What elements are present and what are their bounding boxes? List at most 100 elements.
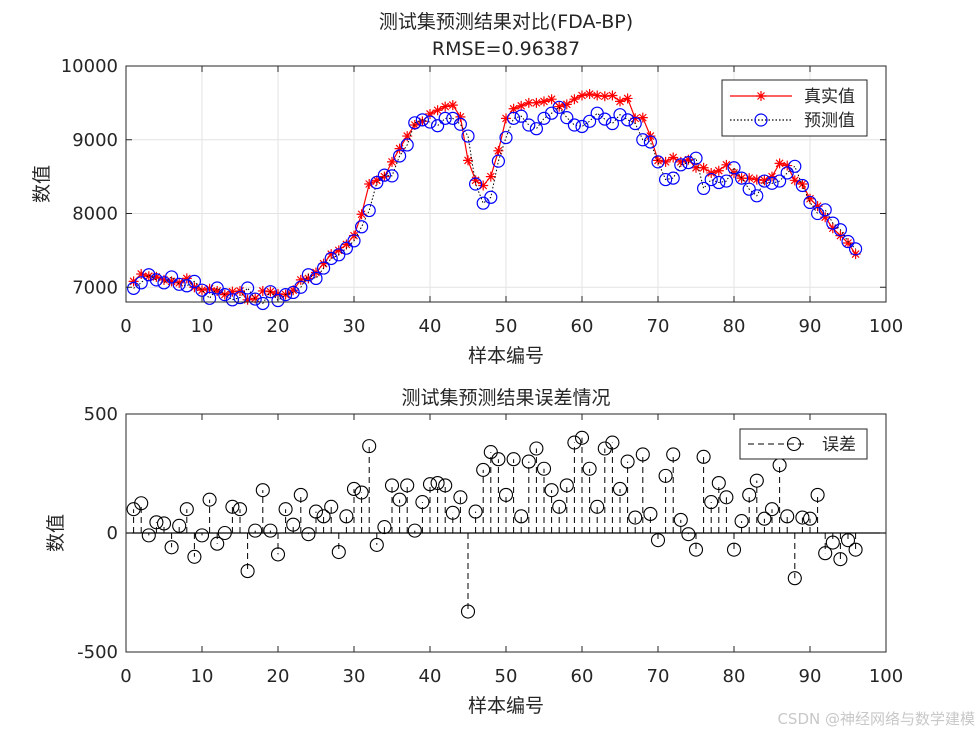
actual-marker	[607, 90, 618, 101]
x-tick-label: 30	[343, 316, 366, 337]
prediction-marker	[317, 261, 331, 275]
prediction-marker	[210, 281, 224, 295]
prediction-marker	[355, 220, 369, 234]
prediction-marker	[461, 129, 475, 143]
x-tick-label: 90	[799, 316, 822, 337]
prediction-marker	[279, 288, 293, 302]
x-tick-label: 60	[571, 666, 594, 687]
prediction-marker	[750, 189, 764, 203]
error-marker	[658, 468, 673, 483]
error-marker	[339, 509, 354, 524]
y-axis-label: 数值	[45, 514, 67, 552]
bottom-chart: 0 10 20 30 40 50 60 70 80 90 100-5000500测试集预测结果误差情…	[45, 387, 903, 717]
actual-marker	[151, 271, 162, 282]
actual-marker	[212, 285, 223, 296]
actual-marker	[523, 97, 534, 108]
error-marker	[210, 536, 225, 551]
x-tick-label: 100	[869, 666, 903, 687]
prediction-marker	[499, 130, 513, 145]
legend-label: 误差	[822, 435, 856, 455]
legend-marker	[786, 436, 802, 452]
error-marker	[476, 462, 491, 477]
y-axis-label: 数值	[31, 165, 53, 203]
actual-marker	[341, 239, 352, 250]
actual-marker	[288, 285, 299, 296]
error-marker	[650, 533, 666, 548]
legend-marker	[754, 113, 768, 127]
error-marker	[415, 495, 430, 510]
error-marker	[840, 533, 856, 548]
x-tick-label: 60	[571, 316, 594, 337]
error-marker	[666, 447, 681, 462]
error-marker	[187, 549, 202, 564]
error-marker	[726, 542, 742, 557]
error-marker	[498, 487, 514, 502]
actual-marker	[409, 120, 420, 130]
prediction-marker	[484, 190, 498, 204]
actual-marker	[531, 97, 542, 108]
actual-marker	[660, 156, 671, 167]
error-marker	[802, 511, 818, 526]
prediction-marker	[658, 172, 673, 187]
error-marker	[795, 510, 810, 525]
actual-marker	[379, 171, 390, 182]
actual-marker	[637, 112, 648, 123]
prediction-marker	[780, 166, 794, 180]
prediction-marker	[248, 292, 262, 306]
prediction-marker	[689, 151, 703, 165]
prediction-marker	[370, 175, 384, 190]
legend-marker	[756, 91, 766, 101]
x-tick-label: 90	[799, 666, 822, 687]
actual-marker	[356, 209, 367, 220]
legend-label: 预测值	[804, 111, 855, 131]
error-marker	[833, 552, 848, 567]
error-marker	[620, 454, 635, 469]
x-tick-label: 40	[419, 666, 442, 687]
actual-marker	[463, 155, 473, 166]
error-marker	[764, 502, 780, 517]
x-tick-label: 10	[191, 666, 214, 687]
actual-marker	[539, 96, 549, 107]
prediction-marker	[491, 154, 505, 168]
actual-marker	[447, 100, 458, 111]
actual-marker	[394, 143, 405, 154]
prediction-marker	[537, 111, 551, 125]
actual-marker	[128, 276, 139, 287]
prediction-marker	[362, 203, 376, 218]
prediction-marker	[225, 293, 239, 307]
error-marker	[172, 518, 187, 533]
error-marker	[544, 483, 559, 498]
actual-marker	[227, 286, 238, 297]
prediction-marker	[742, 182, 756, 196]
prediction-marker	[301, 268, 315, 282]
actual-marker	[235, 285, 245, 296]
prediction-marker	[393, 149, 407, 163]
actual-marker	[295, 274, 306, 285]
actual-marker	[820, 212, 831, 223]
actual-marker	[242, 294, 253, 305]
prediction-marker	[674, 158, 688, 172]
error-marker	[324, 499, 339, 514]
prediction-marker	[415, 113, 429, 127]
error-marker	[810, 487, 825, 502]
error-marker	[605, 435, 620, 450]
prediction-marker	[841, 234, 855, 249]
error-marker	[506, 452, 521, 467]
x-tick-label: 20	[267, 316, 290, 337]
actual-marker	[744, 173, 755, 184]
prediction-marker	[605, 116, 620, 131]
actual-marker	[827, 223, 838, 234]
x-tick-label: 50	[495, 316, 518, 337]
x-tick-label: 70	[647, 666, 670, 687]
prediction-marker	[772, 174, 787, 188]
actual-marker	[501, 113, 511, 124]
chart-subtitle: RMSE=0.96387	[432, 38, 580, 60]
prediction-marker	[666, 171, 680, 185]
error-marker	[240, 564, 255, 579]
actual-marker	[592, 90, 603, 101]
actual-marker	[805, 193, 815, 204]
error-marker	[362, 439, 377, 454]
error-marker	[582, 461, 597, 476]
prediction-marker	[651, 155, 665, 169]
